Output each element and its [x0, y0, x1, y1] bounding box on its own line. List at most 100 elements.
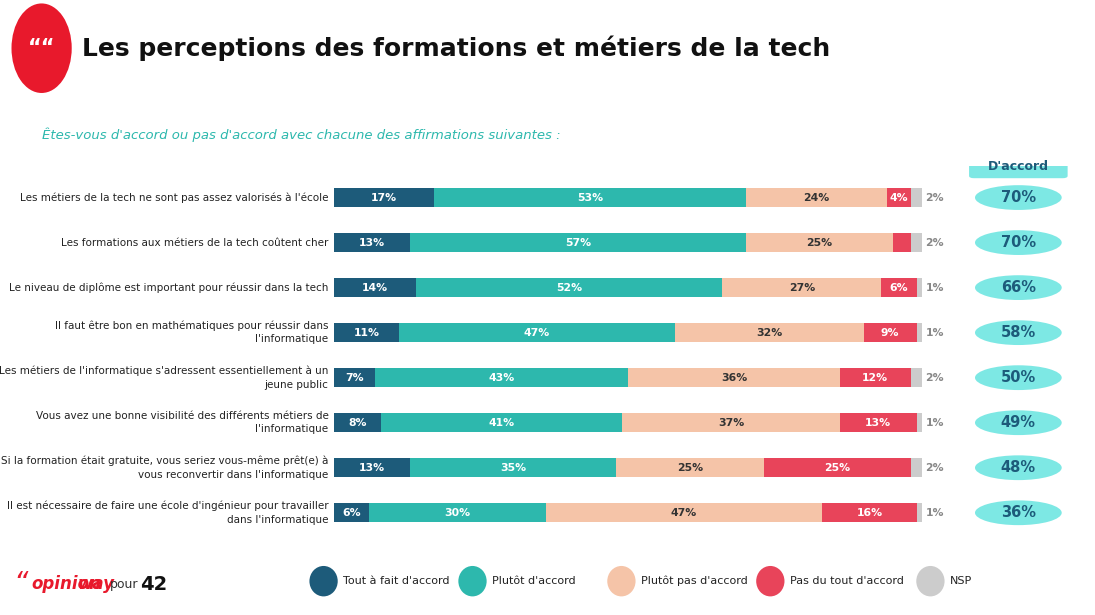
Bar	[434, 188, 746, 207]
Ellipse shape	[975, 230, 1062, 255]
Bar	[763, 458, 911, 477]
Text: 32%: 32%	[757, 328, 783, 338]
Text: 25%: 25%	[677, 462, 703, 473]
Text: 70%: 70%	[1001, 235, 1036, 250]
Bar	[334, 188, 434, 207]
Bar	[822, 503, 917, 522]
Text: 58%: 58%	[1001, 325, 1036, 340]
Text: Plutôt d'accord: Plutôt d'accord	[493, 576, 576, 586]
Text: 2%: 2%	[925, 237, 944, 248]
Text: NSP: NSP	[950, 576, 972, 586]
Ellipse shape	[917, 566, 945, 597]
Text: 2%: 2%	[925, 462, 944, 473]
Ellipse shape	[310, 566, 337, 597]
Bar	[917, 278, 922, 297]
Text: 66%: 66%	[1001, 280, 1036, 295]
Bar	[911, 458, 922, 477]
Bar	[545, 503, 822, 522]
Bar	[381, 413, 622, 432]
Bar	[411, 233, 746, 252]
Text: 43%: 43%	[488, 373, 515, 383]
Text: 13%: 13%	[865, 418, 891, 427]
Text: Les formations aux métiers de la tech coûtent cher: Les formations aux métiers de la tech co…	[61, 237, 328, 248]
Text: 24%: 24%	[804, 192, 830, 202]
Text: 25%: 25%	[825, 462, 850, 473]
Bar	[911, 188, 922, 207]
Text: 6%: 6%	[889, 283, 908, 293]
Bar	[746, 233, 894, 252]
Bar	[334, 413, 381, 432]
Ellipse shape	[975, 276, 1062, 300]
FancyBboxPatch shape	[969, 154, 1068, 178]
Text: Vous avez une bonne visibilité des différents métiers de
l'informatique: Vous avez une bonne visibilité des diffé…	[36, 411, 328, 434]
Text: 11%: 11%	[354, 328, 379, 338]
Text: 2%: 2%	[925, 192, 944, 202]
Bar	[911, 233, 922, 252]
Text: 53%: 53%	[577, 192, 603, 202]
Text: 6%: 6%	[343, 508, 361, 518]
Bar	[629, 368, 840, 387]
Bar	[917, 323, 922, 342]
Bar	[399, 323, 676, 342]
Text: Les métiers de la tech ne sont pas assez valorisés à l'école: Les métiers de la tech ne sont pas assez…	[20, 192, 328, 203]
Bar	[334, 233, 411, 252]
Text: 50%: 50%	[1001, 370, 1036, 385]
Text: 8%: 8%	[348, 418, 367, 427]
Bar	[334, 323, 399, 342]
Text: 42: 42	[139, 575, 166, 593]
Bar	[334, 503, 369, 522]
Bar	[411, 458, 616, 477]
Text: 1%: 1%	[925, 508, 944, 518]
Bar	[416, 278, 723, 297]
Text: Les perceptions des formations et métiers de la tech: Les perceptions des formations et métier…	[82, 36, 830, 61]
Bar	[334, 368, 376, 387]
Ellipse shape	[757, 566, 784, 597]
Text: Plutôt pas d'accord: Plutôt pas d'accord	[642, 576, 748, 587]
Text: 2%: 2%	[925, 373, 944, 383]
Ellipse shape	[459, 566, 486, 597]
Text: Le niveau de diplôme est important pour réussir dans la tech: Le niveau de diplôme est important pour …	[9, 282, 328, 293]
Bar	[894, 233, 911, 252]
Text: Tout à fait d'accord: Tout à fait d'accord	[344, 576, 450, 586]
Bar	[840, 368, 911, 387]
Text: 12%: 12%	[862, 373, 888, 383]
Text: 14%: 14%	[362, 283, 389, 293]
Text: 9%: 9%	[880, 328, 899, 338]
Text: opinion: opinion	[32, 575, 102, 593]
Bar	[917, 413, 922, 432]
Bar	[917, 503, 922, 522]
Text: 13%: 13%	[359, 462, 385, 473]
Text: 49%: 49%	[1001, 415, 1036, 430]
Text: Il faut être bon en mathématiques pour réussir dans
l'informatique: Il faut être bon en mathématiques pour r…	[55, 321, 328, 344]
Ellipse shape	[975, 501, 1062, 525]
Text: 4%: 4%	[889, 192, 908, 202]
Bar	[864, 323, 917, 342]
Text: “: “	[13, 570, 28, 598]
Ellipse shape	[975, 455, 1062, 480]
Text: 7%: 7%	[345, 373, 364, 383]
Text: 52%: 52%	[556, 283, 583, 293]
Text: Il est nécessaire de faire une école d'ingénieur pour travailler
dans l'informat: Il est nécessaire de faire une école d'i…	[7, 501, 328, 525]
Text: 36%: 36%	[1001, 506, 1036, 520]
Text: 1%: 1%	[925, 283, 944, 293]
Bar	[881, 278, 917, 297]
Text: 37%: 37%	[718, 418, 745, 427]
Text: Êtes-vous d'accord ou pas d'accord avec chacune des affirmations suivantes :: Êtes-vous d'accord ou pas d'accord avec …	[42, 127, 561, 141]
Text: 41%: 41%	[488, 418, 515, 427]
Ellipse shape	[11, 4, 71, 93]
Text: 30%: 30%	[445, 508, 471, 518]
Text: 25%: 25%	[806, 237, 832, 248]
Text: pour: pour	[110, 577, 138, 591]
Text: 47%: 47%	[523, 328, 550, 338]
Text: ““: ““	[27, 38, 56, 58]
Ellipse shape	[975, 320, 1062, 345]
Bar	[911, 368, 922, 387]
Bar	[622, 413, 840, 432]
Ellipse shape	[975, 410, 1062, 435]
Text: D'accord: D'accord	[988, 159, 1049, 173]
Text: Les métiers de l'informatique s'adressent essentiellement à un
jeune public: Les métiers de l'informatique s'adressen…	[0, 366, 328, 389]
Text: 8: 8	[1064, 583, 1076, 601]
Text: Pas du tout d'accord: Pas du tout d'accord	[791, 576, 904, 586]
Text: 1%: 1%	[925, 418, 944, 427]
Ellipse shape	[975, 365, 1062, 390]
